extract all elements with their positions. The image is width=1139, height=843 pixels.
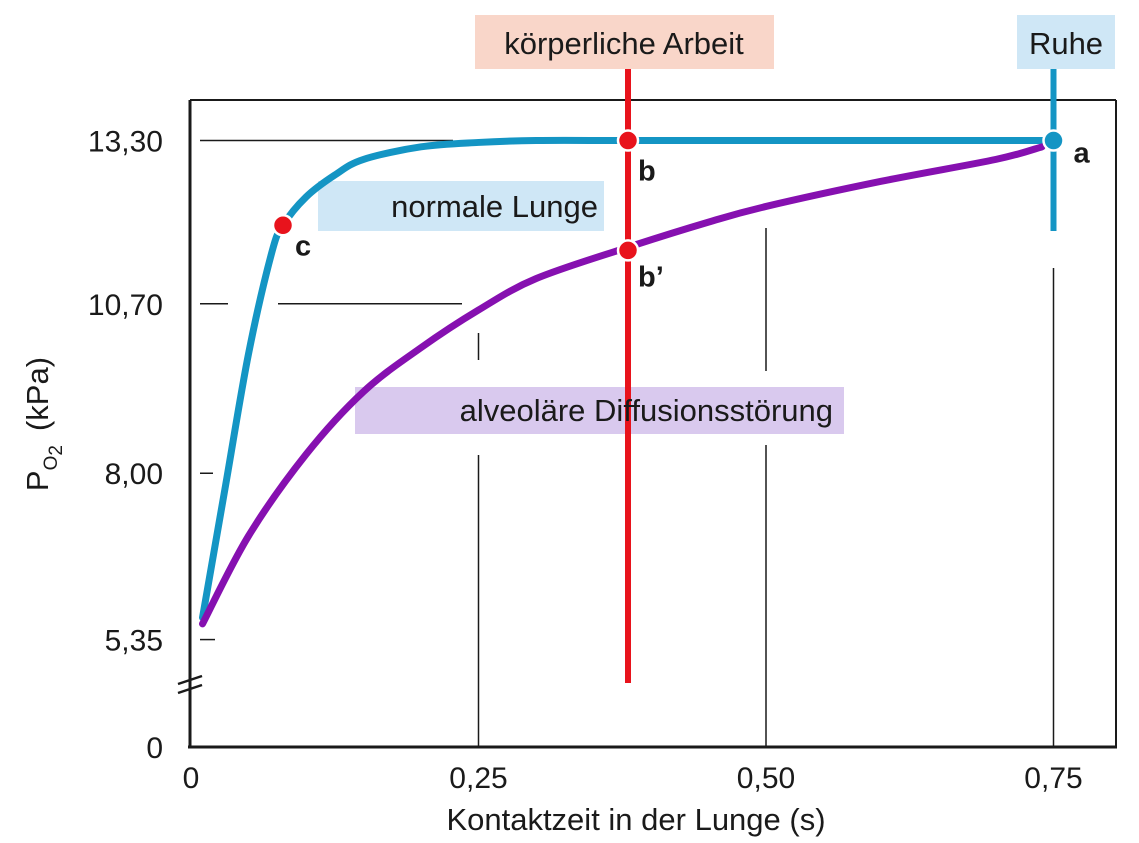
y-tick-label: 8,00 [105,458,163,491]
normale-lunge-label: normale Lunge [391,189,598,224]
series-line-normale-lunge [199,136,1057,622]
koerperliche-arbeit-box [475,15,774,69]
data-point-a [1042,129,1065,152]
series-line-diffusionsstoerung [199,143,1046,628]
y-axis-title-unit: (kPa) [20,357,55,431]
gridlines [200,139,1055,746]
x-tick-label: 0,50 [737,762,795,795]
diffusionsstoerung-label: alveoläre Diffusionsstörung [460,393,833,428]
ruhe-box [1017,15,1115,69]
data-point-b [616,129,640,152]
y-tick-label: 5,35 [105,625,163,658]
x-axis-title: Kontaktzeit in der Lunge (s) [446,802,825,837]
x-tick-label: 0,25 [449,762,507,795]
point-label: b [638,156,656,188]
x-tick-label: 0,75 [1024,762,1082,795]
koerperliche-arbeit-label: körperliche Arbeit [504,26,744,61]
diffusionsstoerung-box [355,387,844,434]
y-tick-label: 0 [146,732,163,765]
svg-text:PO2(kPa): PO2 (kPa) [20,357,67,491]
y-axis-title-sub: O [41,456,62,471]
point-label: b’ [638,261,664,293]
y-axis-title: PO2 (kPa) [20,357,67,491]
y-axis-title-main: P [20,470,55,491]
y-tick-label: 13,30 [88,126,163,159]
x-tick-label: 0 [183,762,200,795]
y-axis-title-sub2: 2 [46,445,67,456]
ruhe-label: Ruhe [1029,26,1103,61]
x-tick-labels: 0 0,25 0,50 0,75 [183,762,1083,795]
data-point-c [271,214,295,237]
point-label: a [1074,138,1091,170]
normale-lunge-box [318,181,604,231]
data-point-b’ [616,239,640,262]
y-tick-label: 10,70 [88,289,163,322]
axis-break-icon [177,674,203,695]
y-tick-labels: 13,30 10,70 8,00 5,35 0 [88,126,163,765]
point-label: c [295,230,311,262]
data-points: a b b’ c [271,129,1091,293]
